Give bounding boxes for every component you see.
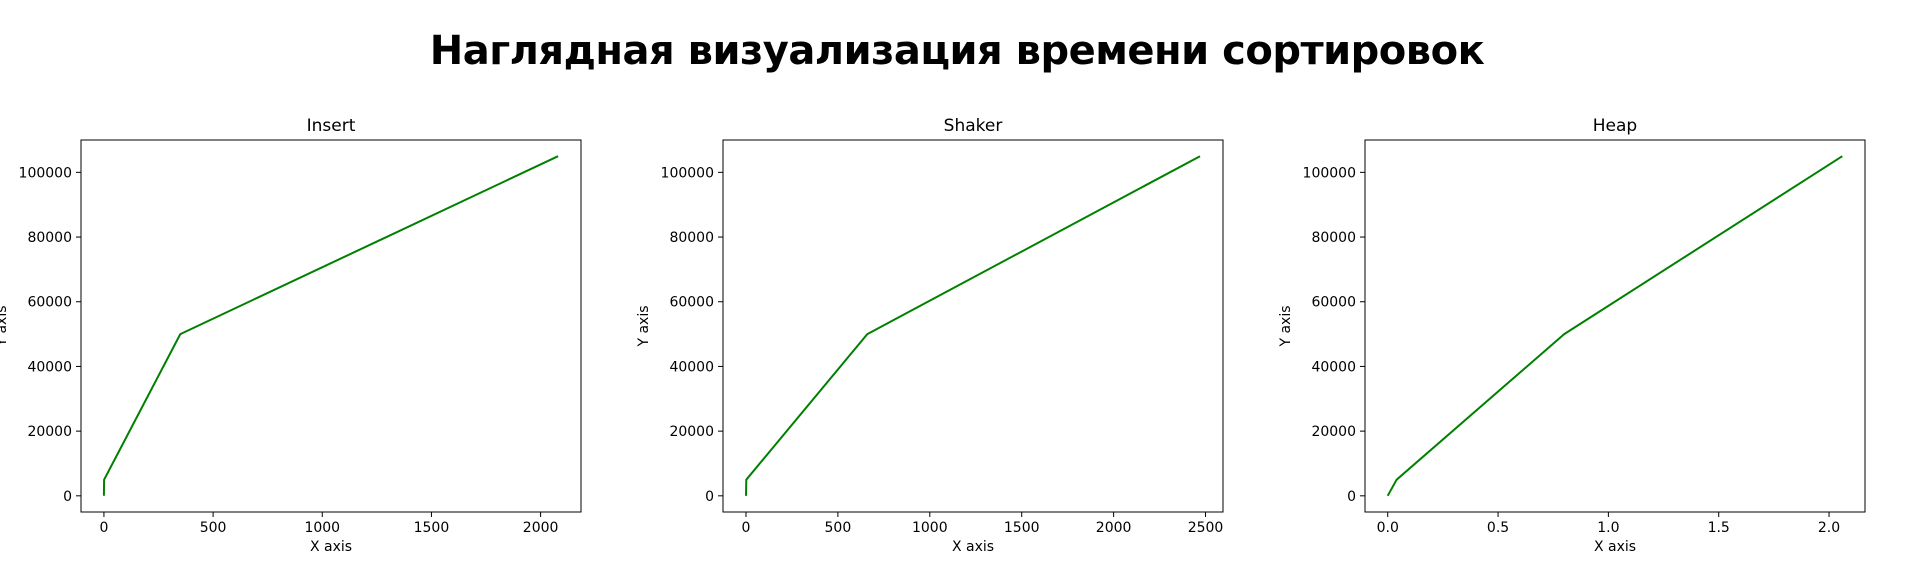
x-tick-label: 0 [742, 520, 751, 536]
y-tick-label: 100000 [661, 165, 714, 181]
y-tick-label: 20000 [1311, 424, 1356, 440]
chart-title: Insert [307, 116, 356, 136]
plot-frame [80, 139, 582, 513]
y-tick-label: 40000 [1311, 359, 1356, 375]
chart-panel-shaker: Shaker 0 500 1000 1500 2000 2500 0 20000 40000 600… [636, 116, 1224, 555]
x-tick-label: 2000 [523, 520, 559, 536]
y-tick-label: 0 [705, 489, 714, 505]
x-tick-label: 1.0 [1597, 520, 1619, 536]
y-tick-label: 80000 [669, 230, 714, 246]
x-tick-label: 1500 [1004, 520, 1040, 536]
y-tick-label: 60000 [1311, 295, 1356, 311]
chart-panel-heap: Heap 0.0 0.5 1.0 1.5 2.0 0 20000 40000 60000 80000… [1278, 116, 1866, 555]
y-axis-label: Y axis [1278, 305, 1294, 347]
y-axis-label: Y axis [636, 305, 652, 347]
figure-title: Наглядная визуализация времени сортирово… [429, 28, 1485, 74]
x-tick-label: 0 [99, 520, 108, 536]
y-tick-label: 40000 [27, 359, 72, 375]
series-line [1386, 155, 1843, 497]
x-axis-label: X axis [1594, 539, 1636, 555]
x-tick-label: 1.5 [1708, 520, 1730, 536]
series-line [102, 155, 559, 496]
x-tick-label: 0.0 [1377, 520, 1399, 536]
x-tick-label: 2.0 [1818, 520, 1840, 536]
y-tick-label: 20000 [669, 424, 714, 440]
y-axis-label: Y axis [0, 305, 10, 347]
plot-frame [1364, 139, 1866, 513]
y-tick-label: 80000 [1311, 230, 1356, 246]
x-tick-label: 2500 [1188, 520, 1224, 536]
y-tick-label: 40000 [669, 359, 714, 375]
y-tick-label: 100000 [1303, 165, 1356, 181]
series-line [745, 155, 1201, 496]
y-tick-label: 0 [63, 489, 72, 505]
chart-title: Shaker [944, 116, 1003, 136]
x-tick-label: 500 [825, 520, 852, 536]
plot-frame [722, 139, 1224, 513]
x-tick-label: 2000 [1096, 520, 1132, 536]
y-tick-label: 100000 [19, 165, 72, 181]
y-tick-label: 0 [1347, 489, 1356, 505]
chart-title: Heap [1593, 116, 1637, 136]
x-axis-label: X axis [952, 539, 994, 555]
x-axis-label: X axis [310, 539, 352, 555]
y-tick-label: 60000 [669, 295, 714, 311]
y-tick-label: 80000 [27, 230, 72, 246]
x-tick-label: 1000 [912, 520, 948, 536]
x-tick-label: 1500 [414, 520, 450, 536]
x-tick-label: 500 [200, 520, 227, 536]
x-tick-label: 0.5 [1487, 520, 1509, 536]
y-tick-label: 60000 [27, 295, 72, 311]
y-tick-label: 20000 [27, 424, 72, 440]
x-tick-label: 1000 [304, 520, 340, 536]
